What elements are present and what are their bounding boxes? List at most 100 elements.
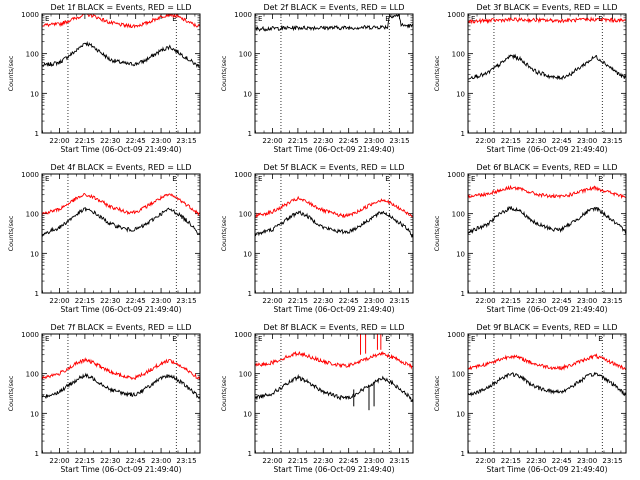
x-tick-label: 23:00 — [151, 457, 171, 465]
x-tick-label: 23:15 — [602, 457, 622, 465]
x-tick-label: 22:00 — [262, 297, 282, 305]
x-tick-label: 22:45 — [126, 297, 146, 305]
y-axis-label: Counts/sec — [220, 375, 228, 411]
x-tick-label: 22:15 — [501, 457, 521, 465]
y-tick-label: 100 — [239, 211, 252, 219]
y-tick-label: 1 — [461, 450, 465, 458]
e-marker-label: E — [258, 15, 262, 23]
x-tick-label: 22:00 — [49, 137, 69, 145]
e-marker-label: E — [45, 335, 49, 343]
chart-title: Det 7f BLACK = Events, RED = LLD — [50, 323, 191, 332]
y-axis-label: Counts/sec — [7, 215, 15, 251]
lld-rate-line — [255, 350, 413, 370]
x-tick-label: 23:15 — [389, 297, 409, 305]
event-rate-line — [42, 40, 200, 69]
series-group — [468, 184, 626, 235]
series-group — [468, 353, 626, 397]
y-tick-label: 100 — [26, 371, 39, 379]
detector-panel-2: Det 2f BLACK = Events, RED = LLD 1 10 100 10… — [220, 3, 414, 154]
y-tick-label: 10 — [456, 250, 465, 258]
plot-frame — [41, 13, 201, 134]
event-rate-line — [468, 53, 626, 81]
plot-frame — [254, 173, 414, 294]
x-tick-label: 23:00 — [151, 137, 171, 145]
y-tick-label: 10 — [243, 250, 252, 258]
plot-frame — [467, 173, 627, 294]
x-tick-label: 22:45 — [552, 457, 572, 465]
detector-panel-6: Det 6f BLACK = Events, RED = LLD 1 10 100 10… — [433, 163, 627, 314]
y-tick-label: 1000 — [234, 331, 252, 339]
y-tick-label: 100 — [239, 371, 252, 379]
y-tick-label: 10 — [243, 410, 252, 418]
plot-frame — [41, 173, 201, 294]
x-tick-label: 22:45 — [126, 457, 146, 465]
event-rate-line — [468, 371, 626, 397]
chart-title: Det 8f BLACK = Events, RED = LLD — [263, 323, 404, 332]
chart-title: Det 3f BLACK = Events, RED = LLD — [476, 3, 617, 12]
y-tick-label: 10 — [30, 250, 39, 258]
detector-panel-8: Det 8f BLACK = Events, RED = LLD 1 10 100 10… — [220, 323, 414, 474]
lld-rate-line — [42, 14, 200, 29]
y-axis-label: Counts/sec — [433, 375, 441, 411]
x-axis-label: Start Time (06-Oct-09 21:49:40) — [486, 305, 607, 314]
x-axis-label: Start Time (06-Oct-09 21:49:40) — [486, 145, 607, 154]
x-tick-label: 23:00 — [151, 297, 171, 305]
e-marker-label: E — [258, 175, 262, 183]
y-tick-label: 1 — [248, 130, 252, 138]
chart-title: Det 9f BLACK = Events, RED = LLD — [476, 323, 617, 332]
x-tick-label: 22:15 — [75, 297, 95, 305]
e-marker-label: E — [471, 15, 475, 23]
x-tick-label: 22:15 — [288, 137, 308, 145]
x-tick-label: 22:30 — [313, 457, 333, 465]
lld-rate-line — [42, 357, 200, 381]
e-marker-label: E — [45, 15, 49, 23]
y-tick-label: 10 — [456, 90, 465, 98]
y-tick-label: 1000 — [447, 11, 465, 19]
e-marker-label: E — [471, 335, 475, 343]
y-tick-label: 1 — [461, 130, 465, 138]
event-rate-line — [255, 210, 413, 238]
y-tick-label: 1 — [248, 450, 252, 458]
event-rate-line — [255, 373, 413, 403]
event-rate-line — [42, 206, 200, 237]
y-tick-label: 1000 — [234, 11, 252, 19]
series-group — [255, 334, 413, 411]
x-tick-label: 22:30 — [526, 297, 546, 305]
event-rate-line — [42, 372, 200, 400]
x-tick-label: 22:30 — [100, 137, 120, 145]
x-tick-label: 22:45 — [339, 457, 359, 465]
lld-rate-line — [255, 195, 413, 219]
series-group — [42, 193, 200, 237]
x-tick-label: 23:15 — [176, 297, 196, 305]
x-axis-label: Start Time (06-Oct-09 21:49:40) — [273, 145, 394, 154]
chart-title: Det 2f BLACK = Events, RED = LLD — [263, 3, 404, 12]
series-group — [255, 195, 413, 238]
e-marker-label: E — [471, 175, 475, 183]
e-marker-label: E — [258, 335, 262, 343]
y-axis-label: Counts/sec — [433, 215, 441, 251]
y-tick-label: 1000 — [21, 171, 39, 179]
y-axis-label: Counts/sec — [220, 215, 228, 251]
y-tick-label: 1 — [35, 130, 39, 138]
y-tick-label: 100 — [239, 51, 252, 59]
x-tick-label: 23:15 — [602, 137, 622, 145]
y-tick-label: 1 — [35, 290, 39, 298]
x-tick-label: 22:30 — [313, 297, 333, 305]
x-axis-label: Start Time (06-Oct-09 21:49:40) — [486, 465, 607, 474]
x-tick-label: 22:30 — [100, 457, 120, 465]
x-tick-label: 22:15 — [501, 137, 521, 145]
detector-panel-1: Det 1f BLACK = Events, RED = LLD 1 10 100 10… — [7, 3, 201, 154]
detector-panel-5: Det 5f BLACK = Events, RED = LLD 1 10 100 10… — [220, 163, 414, 314]
x-tick-label: 22:15 — [75, 457, 95, 465]
y-tick-label: 1 — [35, 450, 39, 458]
e-marker-label: E — [598, 15, 602, 23]
x-tick-label: 22:45 — [552, 297, 572, 305]
detector-panel-9: Det 9f BLACK = Events, RED = LLD 1 10 100 10… — [433, 323, 627, 474]
x-tick-label: 23:15 — [176, 457, 196, 465]
e-marker-label: E — [172, 335, 176, 343]
x-tick-label: 22:30 — [526, 457, 546, 465]
y-tick-label: 1000 — [234, 171, 252, 179]
y-tick-label: 10 — [30, 410, 39, 418]
